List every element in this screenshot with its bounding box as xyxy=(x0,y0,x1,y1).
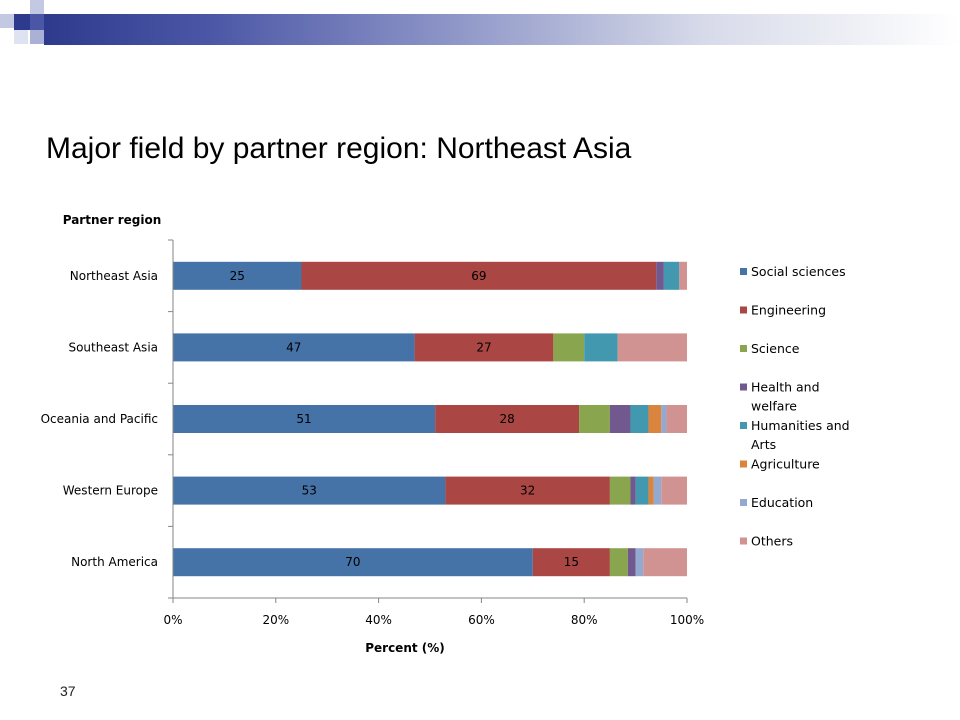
bar-segment xyxy=(445,476,610,505)
bar-segment xyxy=(173,476,446,505)
legend-swatch xyxy=(740,499,747,506)
bar-segment xyxy=(609,405,631,433)
bar-segment xyxy=(661,405,667,433)
x-tick-label: 100% xyxy=(670,613,704,627)
y-tick-label: North America xyxy=(71,555,158,569)
legend-swatch xyxy=(740,383,747,391)
legend-label: Health and xyxy=(751,380,820,395)
logo-square xyxy=(0,0,14,14)
bar-segment xyxy=(173,261,302,290)
legend-label: Social sciences xyxy=(751,264,846,279)
legend-swatch xyxy=(740,537,747,545)
legend-swatch xyxy=(740,345,747,352)
x-axis-title: Percent (%) xyxy=(365,641,445,655)
header-band xyxy=(44,14,960,45)
x-tick-label: 20% xyxy=(262,613,289,627)
x-tick-label: 40% xyxy=(365,613,392,627)
legend-swatch xyxy=(740,268,747,275)
slide-number: 37 xyxy=(60,683,76,699)
legend-swatch xyxy=(740,422,747,429)
data-label: 51 xyxy=(296,412,311,426)
legend-label: Education xyxy=(751,495,813,510)
legend-label: Agriculture xyxy=(751,457,820,472)
x-tick-label: 60% xyxy=(468,613,495,627)
logo-square xyxy=(14,30,28,44)
bar-segment xyxy=(661,476,687,505)
bar-segment xyxy=(414,333,554,362)
bar-segment xyxy=(609,548,628,577)
logo-square xyxy=(0,14,14,28)
data-label: 32 xyxy=(520,484,535,498)
bar-segment xyxy=(635,548,644,577)
bar-segment xyxy=(584,333,618,362)
bar-segment xyxy=(553,333,585,362)
bar-segment xyxy=(173,405,436,433)
data-label: 69 xyxy=(471,269,486,283)
bar-segment xyxy=(648,405,662,433)
logo-square xyxy=(14,14,30,30)
bar-segment xyxy=(532,548,610,577)
legend-swatch xyxy=(740,460,747,468)
data-label: 28 xyxy=(499,412,514,426)
slide-title: Major field by partner region: Northeast… xyxy=(46,132,632,165)
logo-square xyxy=(30,0,44,14)
bar-segment xyxy=(648,476,654,505)
bar-segment xyxy=(173,333,415,362)
bar-segment xyxy=(579,405,610,433)
bar-segment xyxy=(656,261,664,290)
data-label: 15 xyxy=(564,555,579,569)
data-label: 25 xyxy=(230,269,245,283)
legend-label: Humanities and xyxy=(751,418,850,433)
bar-segment xyxy=(627,548,636,577)
logo-square xyxy=(30,30,44,44)
bar-segment xyxy=(609,476,631,505)
bar-segment xyxy=(617,333,687,362)
logo-square xyxy=(30,14,44,30)
bar-segment xyxy=(301,261,657,290)
legend-label: Engineering xyxy=(751,303,826,318)
bar-segment xyxy=(435,405,580,433)
bar-segment xyxy=(653,476,662,505)
bar-segment xyxy=(663,261,680,290)
y-tick-label: Southeast Asia xyxy=(68,340,158,354)
data-label: 27 xyxy=(476,340,491,354)
y-tick-label: Oceania and Pacific xyxy=(41,412,158,426)
bar-segment xyxy=(666,405,687,433)
legend-label: Science xyxy=(751,341,800,356)
y-tick-label: Northeast Asia xyxy=(70,269,158,283)
bar-segment xyxy=(173,548,533,577)
legend-label: Others xyxy=(751,534,793,549)
y-tick-label: Western Europe xyxy=(63,484,158,498)
bar-segment xyxy=(643,548,687,577)
data-label: 47 xyxy=(286,340,301,354)
x-tick-label: 0% xyxy=(163,613,182,627)
legend-swatch xyxy=(740,306,747,314)
x-tick-label: 80% xyxy=(571,613,598,627)
bar-segment xyxy=(679,261,687,290)
legend-label: welfare xyxy=(751,399,797,414)
legend-label: Arts xyxy=(751,437,776,452)
bar-segment xyxy=(635,476,649,505)
data-label: 70 xyxy=(345,555,360,569)
data-label: 53 xyxy=(302,484,317,498)
bar-segment xyxy=(630,405,649,433)
y-axis-title: Partner region xyxy=(63,213,162,227)
bar-segment xyxy=(630,476,636,505)
